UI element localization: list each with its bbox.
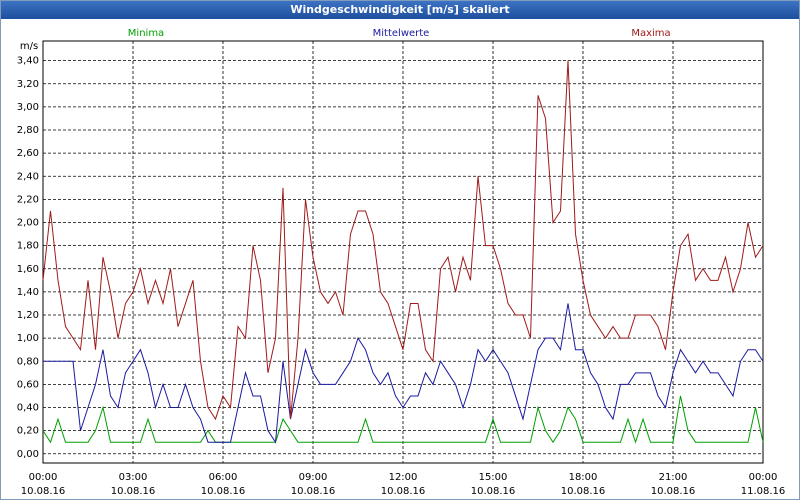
data-line (42, 395, 764, 444)
legend-entry: Mittelwerte (373, 28, 430, 39)
x-tick-date: 11.08.16 (741, 486, 786, 497)
y-tick-label: 3,00 (17, 102, 39, 113)
y-tick-label: 2,20 (17, 194, 39, 205)
x-tick-date: 10.08.16 (651, 486, 696, 497)
x-tick-label: 18:00 (569, 472, 598, 483)
y-tick-label: 1,60 (17, 264, 39, 275)
x-tick-date: 10.08.16 (21, 486, 66, 497)
x-tick-label: 15:00 (479, 472, 508, 483)
x-tick-label: 12:00 (389, 472, 418, 483)
y-tick-label: 3,40 (17, 56, 39, 67)
y-tick-label: 2,40 (17, 171, 39, 182)
x-tick-date: 10.08.16 (471, 486, 516, 497)
x-tick-label: 03:00 (119, 472, 148, 483)
legend-entry: Minima (128, 28, 164, 39)
title-bar: Windgeschwindigkeit [m/s] skaliert (1, 1, 799, 19)
x-tick-label: 06:00 (209, 472, 238, 483)
x-tick-date: 10.08.16 (111, 486, 156, 497)
x-tick-date: 10.08.16 (561, 486, 606, 497)
y-tick-label: 2,60 (17, 148, 39, 159)
y-unit: m/s (20, 41, 38, 52)
y-tick-label: 1,20 (17, 310, 39, 321)
x-tick-label: 00:00 (749, 472, 778, 483)
y-tick-label: 0,60 (17, 379, 39, 390)
x-tick-date: 10.08.16 (201, 486, 246, 497)
chart: m/s 0,00 0,20 0,40 0,60 0,80 1,00 1,20 1,40 1,60 1… (17, 28, 786, 497)
y-tick-label: 1,40 (17, 287, 39, 298)
y-tick-label: 0,40 (17, 403, 39, 414)
y-tick-label: 0,80 (17, 356, 39, 367)
y-tick-label: 2,80 (17, 125, 39, 136)
data-line (42, 60, 764, 421)
y-tick-label: 1,80 (17, 241, 39, 252)
y-tick-label: 1,00 (17, 333, 39, 344)
y-tick-label: 0,20 (17, 426, 39, 437)
legend-entry: Maxima (631, 28, 670, 39)
x-tick-label: 21:00 (659, 472, 688, 483)
x-tick-date: 10.08.16 (291, 486, 336, 497)
data-line (43, 303, 764, 444)
y-tick-label: 0,00 (17, 449, 39, 460)
x-tick-label: 00:00 (29, 472, 58, 483)
y-tick-label: 3,20 (17, 79, 39, 90)
x-tick-date: 10.08.16 (381, 486, 426, 497)
y-tick-label: 2,00 (17, 218, 39, 229)
x-tick-label: 09:00 (299, 472, 328, 483)
